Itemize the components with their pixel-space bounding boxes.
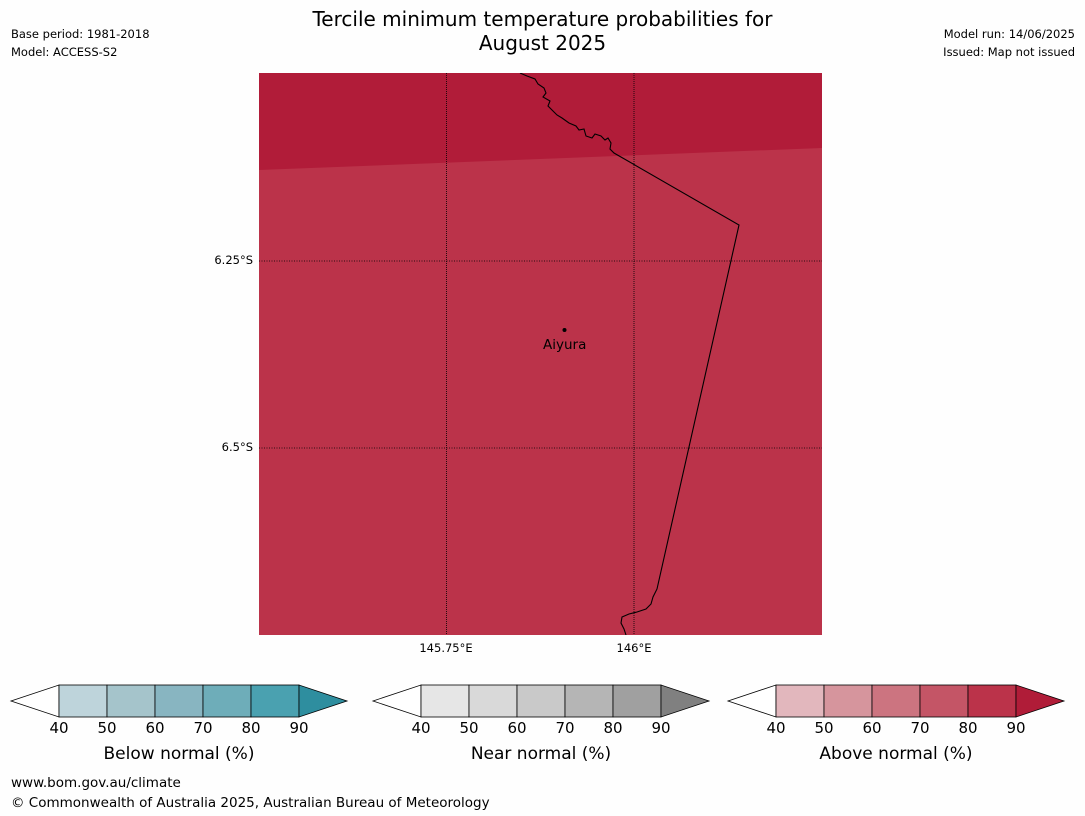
below-normal-cell [58,684,108,718]
footer-url[interactable]: www.bom.gov.au/climate [11,775,181,791]
near-normal-cell [612,684,662,718]
above-normal-tick-label: 40 [766,719,786,737]
above-normal-tick-label: 50 [814,719,834,737]
below-normal-tick-label: 90 [289,719,309,737]
below-normal-upper-extend [298,684,349,718]
below-normal-lower-extend [9,684,60,718]
below-normal-tick-label: 40 [49,719,69,737]
model-text: Model: ACCESS-S2 [11,45,118,59]
above-normal-tick-label: 70 [910,719,930,737]
above-normal-cell [967,684,1017,718]
below-normal-cell [202,684,252,718]
near-normal-tick-label: 80 [603,719,623,737]
map-panel[interactable] [259,73,822,635]
near-normal-lower-extend [371,684,422,718]
above-normal-colorbar-label: Above normal (%) [819,744,973,764]
near-normal-cell [564,684,614,718]
above-normal-cell [919,684,969,718]
near-normal-cell [420,684,470,718]
lon-label-145-75: 145.75°E [419,641,473,655]
lat-label-6-25: 6.25°S [214,253,253,267]
above-normal-cell [871,684,921,718]
issued-text: Issued: Map not issued [943,45,1075,59]
below-normal-cell [250,684,300,718]
metadata-right: Model run: 14/06/2025 Issued: Map not is… [943,25,1075,61]
near-normal-tick-label: 70 [555,719,575,737]
metadata-left: Base period: 1981-2018 Model: ACCESS-S2 [11,25,150,61]
top-probability-band [259,73,822,170]
above-normal-tick-label: 80 [958,719,978,737]
model-run-text: Model run: 14/06/2025 [943,27,1075,41]
near-normal-colorbar-label: Near normal (%) [470,744,612,764]
above-normal-lower-extend [726,684,777,718]
below-normal-tick-label: 60 [145,719,165,737]
above-normal-cell [775,684,825,718]
border-line [519,73,740,635]
title-line-1: Tercile minimum temperature probabilitie… [312,7,773,31]
near-normal-tick-label: 90 [651,719,671,737]
place-label-aiyura: Aiyura [543,337,587,353]
below-normal-tick-label: 80 [241,719,261,737]
above-normal-tick-label: 60 [862,719,882,737]
map-svg [259,73,822,635]
near-normal-cell [516,684,566,718]
base-period-text: Base period: 1981-2018 [11,27,150,41]
aiyura-marker [562,328,567,332]
lat-label-6-5: 6.5°S [221,440,253,454]
near-normal-cell [468,684,518,718]
above-normal-tick-label: 90 [1006,719,1026,737]
below-normal-cell [106,684,156,718]
above-normal-upper-extend [1015,684,1066,718]
title-line-2: August 2025 [478,31,607,55]
map-title: Tercile minimum temperature probabilitie… [0,7,1085,55]
near-normal-tick-label: 40 [411,719,431,737]
near-normal-tick-label: 50 [459,719,479,737]
lon-label-146: 146°E [616,641,652,655]
near-normal-upper-extend [660,684,711,718]
footer-copyright: © Commonwealth of Australia 2025, Austra… [11,795,490,811]
main-probability-area [259,73,822,635]
below-normal-cell [154,684,204,718]
above-normal-cell [823,684,873,718]
colorbar-svg [9,684,1066,718]
below-normal-tick-label: 70 [193,719,213,737]
colorbars [0,680,1085,722]
below-normal-colorbar-label: Below normal (%) [103,744,255,764]
near-normal-tick-label: 60 [507,719,527,737]
below-normal-tick-label: 50 [97,719,117,737]
